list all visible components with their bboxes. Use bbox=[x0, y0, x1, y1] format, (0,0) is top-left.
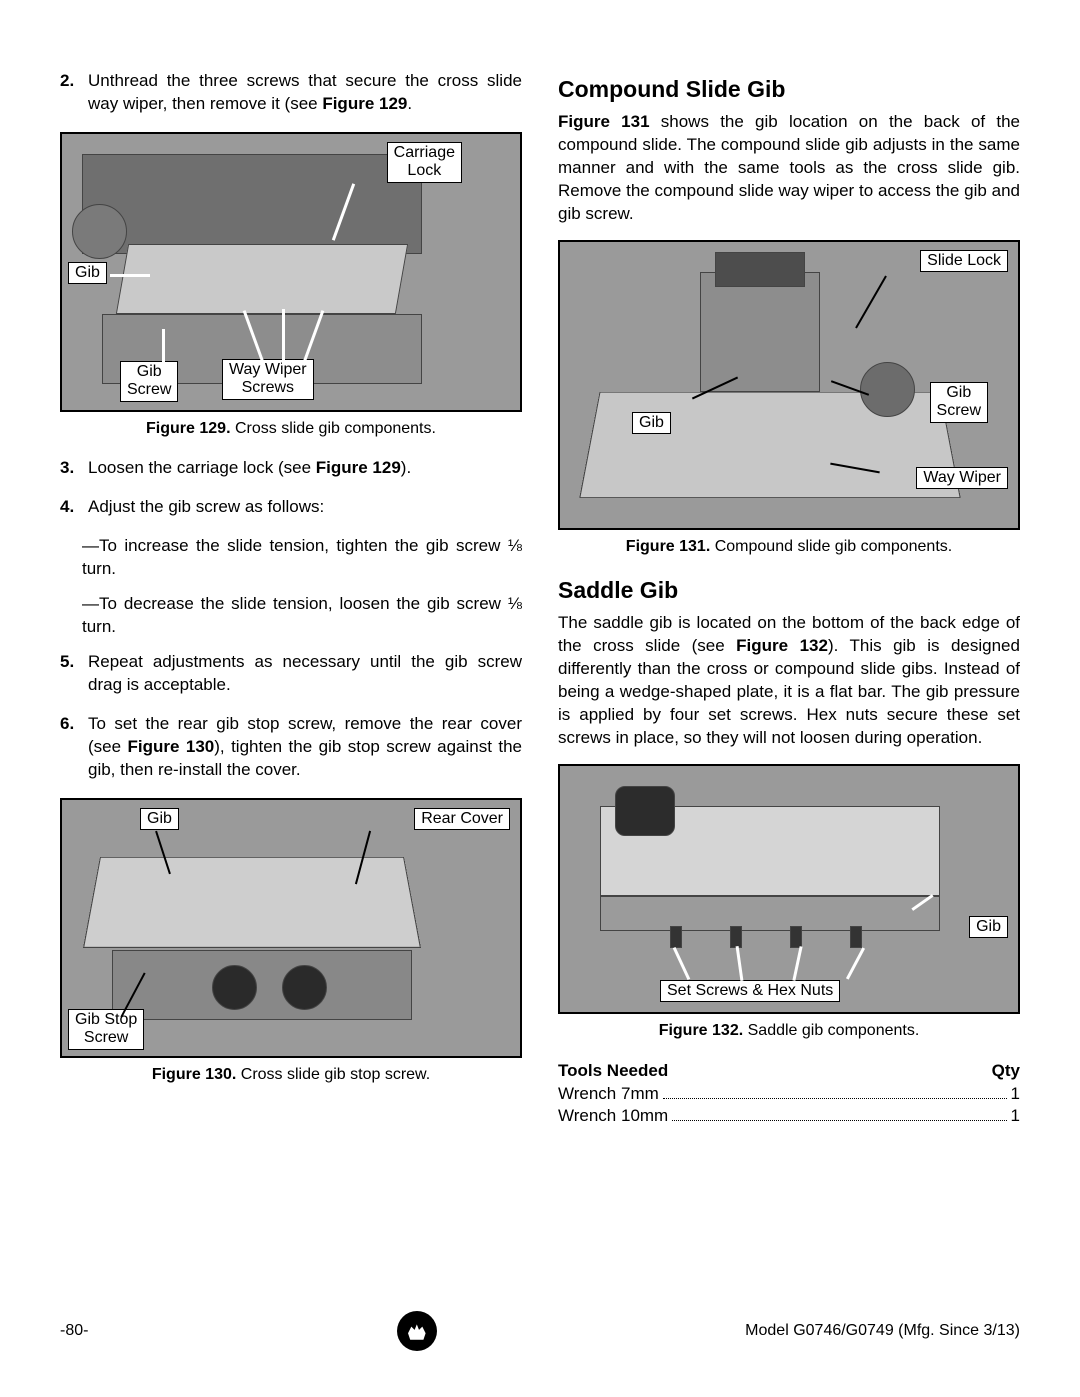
page-footer: -80- Model G0746/G0749 (Mfg. Since 3/13) bbox=[60, 1311, 1020, 1351]
right-column: Compound Slide Gib Figure 131 shows the … bbox=[558, 70, 1020, 1128]
label-gib-screw: GibScrew bbox=[120, 361, 178, 402]
step-4: 4. Adjust the gib screw as follows: bbox=[60, 496, 522, 519]
tools-needed: Tools Needed Qty Wrench 7mm 1 Wrench 10m… bbox=[558, 1060, 1020, 1129]
step-5: 5. Repeat adjustments as necessary until… bbox=[60, 651, 522, 697]
label-way-wiper: Way WiperScrews bbox=[222, 359, 314, 400]
label-gib: Gib bbox=[969, 916, 1008, 938]
label-slide-lock: Slide Lock bbox=[920, 250, 1008, 272]
left-column: 2. Unthread the three screws that secure… bbox=[60, 70, 522, 1128]
saddle-para: The saddle gib is located on the bottom … bbox=[558, 612, 1020, 750]
tool-row: Wrench 7mm 1 bbox=[558, 1083, 1020, 1106]
step-6: 6. To set the rear gib stop screw, remov… bbox=[60, 713, 522, 782]
model-info: Model G0746/G0749 (Mfg. Since 3/13) bbox=[745, 1320, 1020, 1342]
page-number: -80- bbox=[60, 1320, 88, 1342]
label-gib: Gib bbox=[68, 262, 107, 284]
tools-head-l: Tools Needed bbox=[558, 1060, 668, 1083]
tools-head-r: Qty bbox=[992, 1060, 1020, 1083]
step-num: 2. bbox=[60, 70, 88, 116]
heading-compound: Compound Slide Gib bbox=[558, 74, 1020, 105]
label-gib: Gib bbox=[632, 412, 671, 434]
label-gib-screw: GibScrew bbox=[930, 382, 988, 423]
step-4b: —To decrease the slide tension, loosen t… bbox=[60, 593, 522, 639]
figure-130-caption: Figure 130. Cross slide gib stop screw. bbox=[60, 1064, 522, 1086]
step-3: 3. Loosen the carriage lock (see Figure … bbox=[60, 457, 522, 480]
label-carriage-lock: CarriageLock bbox=[387, 142, 462, 183]
figure-131: Slide Lock Gib GibScrew Way Wiper bbox=[558, 240, 1020, 530]
label-rear-cover: Rear Cover bbox=[414, 808, 510, 830]
compound-para: Figure 131 shows the gib location on the… bbox=[558, 111, 1020, 226]
tool-row: Wrench 10mm 1 bbox=[558, 1105, 1020, 1128]
figure-129-caption: Figure 129. Cross slide gib components. bbox=[60, 418, 522, 440]
figure-ref: Figure 129 bbox=[322, 94, 407, 113]
step-body: Unthread the three screws that secure th… bbox=[88, 70, 522, 116]
label-gib-stop: Gib StopScrew bbox=[68, 1009, 144, 1050]
figure-130: Gib Rear Cover Gib StopScrew bbox=[60, 798, 522, 1058]
label-gib: Gib bbox=[140, 808, 179, 830]
figure-131-caption: Figure 131. Compound slide gib component… bbox=[558, 536, 1020, 558]
heading-saddle: Saddle Gib bbox=[558, 575, 1020, 606]
figure-129: CarriageLock Gib GibScrew Way WiperScrew… bbox=[60, 132, 522, 412]
label-way-wiper: Way Wiper bbox=[916, 467, 1008, 489]
figure-132: Gib Set Screws & Hex Nuts bbox=[558, 764, 1020, 1014]
step-2: 2. Unthread the three screws that secure… bbox=[60, 70, 522, 116]
figure-132-caption: Figure 132. Saddle gib components. bbox=[558, 1020, 1020, 1042]
text: Unthread the three screws that secure th… bbox=[88, 71, 522, 113]
label-set-screws: Set Screws & Hex Nuts bbox=[660, 980, 840, 1002]
step-4a: —To increase the slide tension, tighten … bbox=[60, 535, 522, 581]
brand-logo-icon bbox=[397, 1311, 437, 1351]
